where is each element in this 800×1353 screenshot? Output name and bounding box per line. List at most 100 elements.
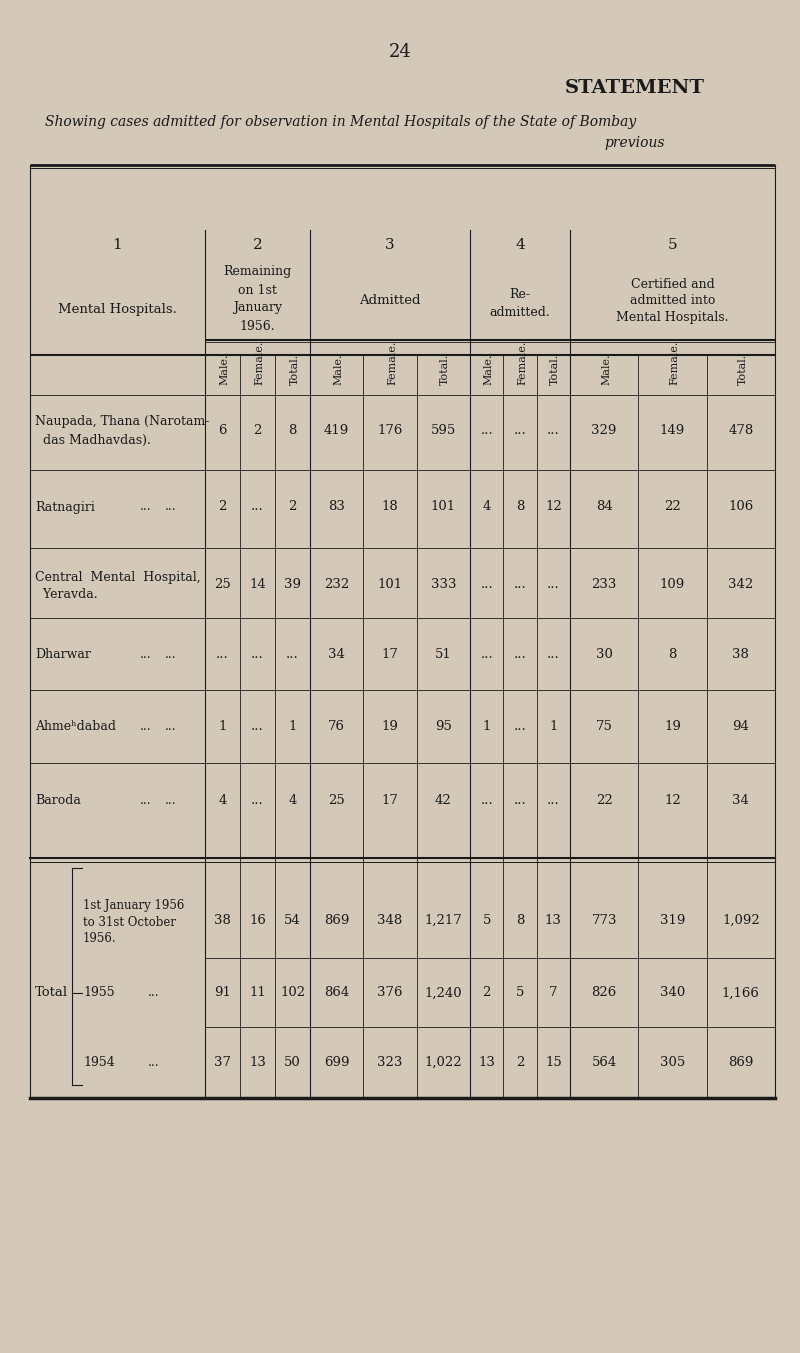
Text: 1955: 1955 [83, 986, 114, 1000]
Text: Dharwar: Dharwar [35, 648, 91, 662]
Text: Remaining: Remaining [223, 265, 292, 279]
Text: 34: 34 [732, 793, 750, 806]
Text: 25: 25 [328, 793, 345, 806]
Text: 2: 2 [288, 501, 297, 514]
Text: previous: previous [605, 137, 666, 150]
Text: 39: 39 [284, 579, 301, 591]
Text: das Madhavdas).: das Madhavdas). [35, 433, 151, 446]
Text: ...: ... [514, 648, 526, 662]
Text: 109: 109 [660, 579, 685, 591]
Text: Total.: Total. [550, 353, 560, 386]
Text: 38: 38 [732, 648, 750, 662]
Text: ...: ... [251, 501, 264, 514]
Text: ...: ... [140, 648, 152, 662]
Text: 1,022: 1,022 [425, 1055, 462, 1069]
Text: 2: 2 [254, 423, 262, 437]
Text: Showing cases admitted for observation in Mental Hospitals of the State of Bomba: Showing cases admitted for observation i… [45, 115, 636, 129]
Text: Male.: Male. [219, 353, 230, 386]
Text: 869: 869 [324, 913, 350, 927]
Text: 8: 8 [668, 648, 677, 662]
Text: 149: 149 [660, 423, 685, 437]
Text: 4: 4 [515, 238, 525, 252]
Text: 75: 75 [596, 720, 613, 732]
Text: ...: ... [480, 423, 493, 437]
Text: 16: 16 [249, 913, 266, 927]
Text: ...: ... [514, 579, 526, 591]
Text: 94: 94 [732, 720, 750, 732]
Text: ...: ... [165, 793, 177, 806]
Text: 5: 5 [668, 238, 678, 252]
Text: 106: 106 [728, 501, 754, 514]
Text: ...: ... [148, 1055, 160, 1069]
Text: 1: 1 [218, 720, 226, 732]
Text: 5: 5 [482, 913, 491, 927]
Text: 8: 8 [516, 913, 524, 927]
Text: ...: ... [165, 720, 177, 732]
Text: 478: 478 [728, 423, 754, 437]
Text: ...: ... [251, 793, 264, 806]
Text: ...: ... [251, 720, 264, 732]
Text: to 31st October: to 31st October [83, 916, 176, 928]
Text: 84: 84 [596, 501, 613, 514]
Text: 1: 1 [482, 720, 491, 732]
Text: ...: ... [251, 648, 264, 662]
Text: 102: 102 [280, 986, 305, 1000]
Text: 1,166: 1,166 [722, 986, 760, 1000]
Text: 76: 76 [328, 720, 345, 732]
Text: 5: 5 [516, 986, 524, 1000]
Text: admitted into: admitted into [630, 295, 715, 307]
Text: 1956.: 1956. [240, 319, 275, 333]
Text: ...: ... [480, 648, 493, 662]
Text: 1st January 1956: 1st January 1956 [83, 900, 184, 912]
Text: ...: ... [286, 648, 299, 662]
Text: ...: ... [165, 501, 177, 514]
Text: 329: 329 [591, 423, 617, 437]
Text: 51: 51 [435, 648, 452, 662]
Text: ...: ... [140, 720, 152, 732]
Text: 342: 342 [728, 579, 754, 591]
Text: 101: 101 [430, 501, 456, 514]
Text: 773: 773 [591, 913, 617, 927]
Text: on 1st: on 1st [238, 284, 277, 296]
Text: Yeravda.: Yeravda. [35, 589, 98, 602]
Text: 4: 4 [482, 501, 491, 514]
Text: Female.: Female. [517, 341, 527, 386]
Text: 37: 37 [214, 1055, 231, 1069]
Text: 1,240: 1,240 [425, 986, 462, 1000]
Text: 83: 83 [328, 501, 345, 514]
Text: 4: 4 [218, 793, 226, 806]
Text: ...: ... [140, 793, 152, 806]
Text: Re-: Re- [510, 288, 530, 302]
Text: 34: 34 [328, 648, 345, 662]
Text: 1,092: 1,092 [722, 913, 760, 927]
Text: 12: 12 [664, 793, 681, 806]
Text: Female.: Female. [387, 341, 397, 386]
Text: 13: 13 [478, 1055, 495, 1069]
Text: 7: 7 [549, 986, 558, 1000]
Text: Admitted: Admitted [359, 294, 421, 307]
Text: Total: Total [35, 986, 68, 1000]
Text: 19: 19 [382, 720, 398, 732]
Text: Ratnagiri: Ratnagiri [35, 501, 95, 514]
Text: 595: 595 [430, 423, 456, 437]
Text: 12: 12 [545, 501, 562, 514]
Text: 826: 826 [591, 986, 617, 1000]
Text: 869: 869 [728, 1055, 754, 1069]
Text: 419: 419 [324, 423, 350, 437]
Text: Mental Hospitals.: Mental Hospitals. [616, 310, 729, 323]
Text: Total.: Total. [290, 353, 299, 386]
Text: 38: 38 [214, 913, 231, 927]
Text: ...: ... [216, 648, 229, 662]
Text: Female.: Female. [670, 341, 679, 386]
Text: 323: 323 [378, 1055, 402, 1069]
Text: 24: 24 [389, 43, 411, 61]
Text: 232: 232 [324, 579, 350, 591]
Text: STATEMENT: STATEMENT [565, 78, 705, 97]
Text: 333: 333 [430, 579, 456, 591]
Text: ...: ... [547, 793, 560, 806]
Text: 13: 13 [545, 913, 562, 927]
Text: 348: 348 [378, 913, 402, 927]
Text: 376: 376 [378, 986, 402, 1000]
Text: 54: 54 [284, 913, 301, 927]
Text: admitted.: admitted. [490, 307, 550, 319]
